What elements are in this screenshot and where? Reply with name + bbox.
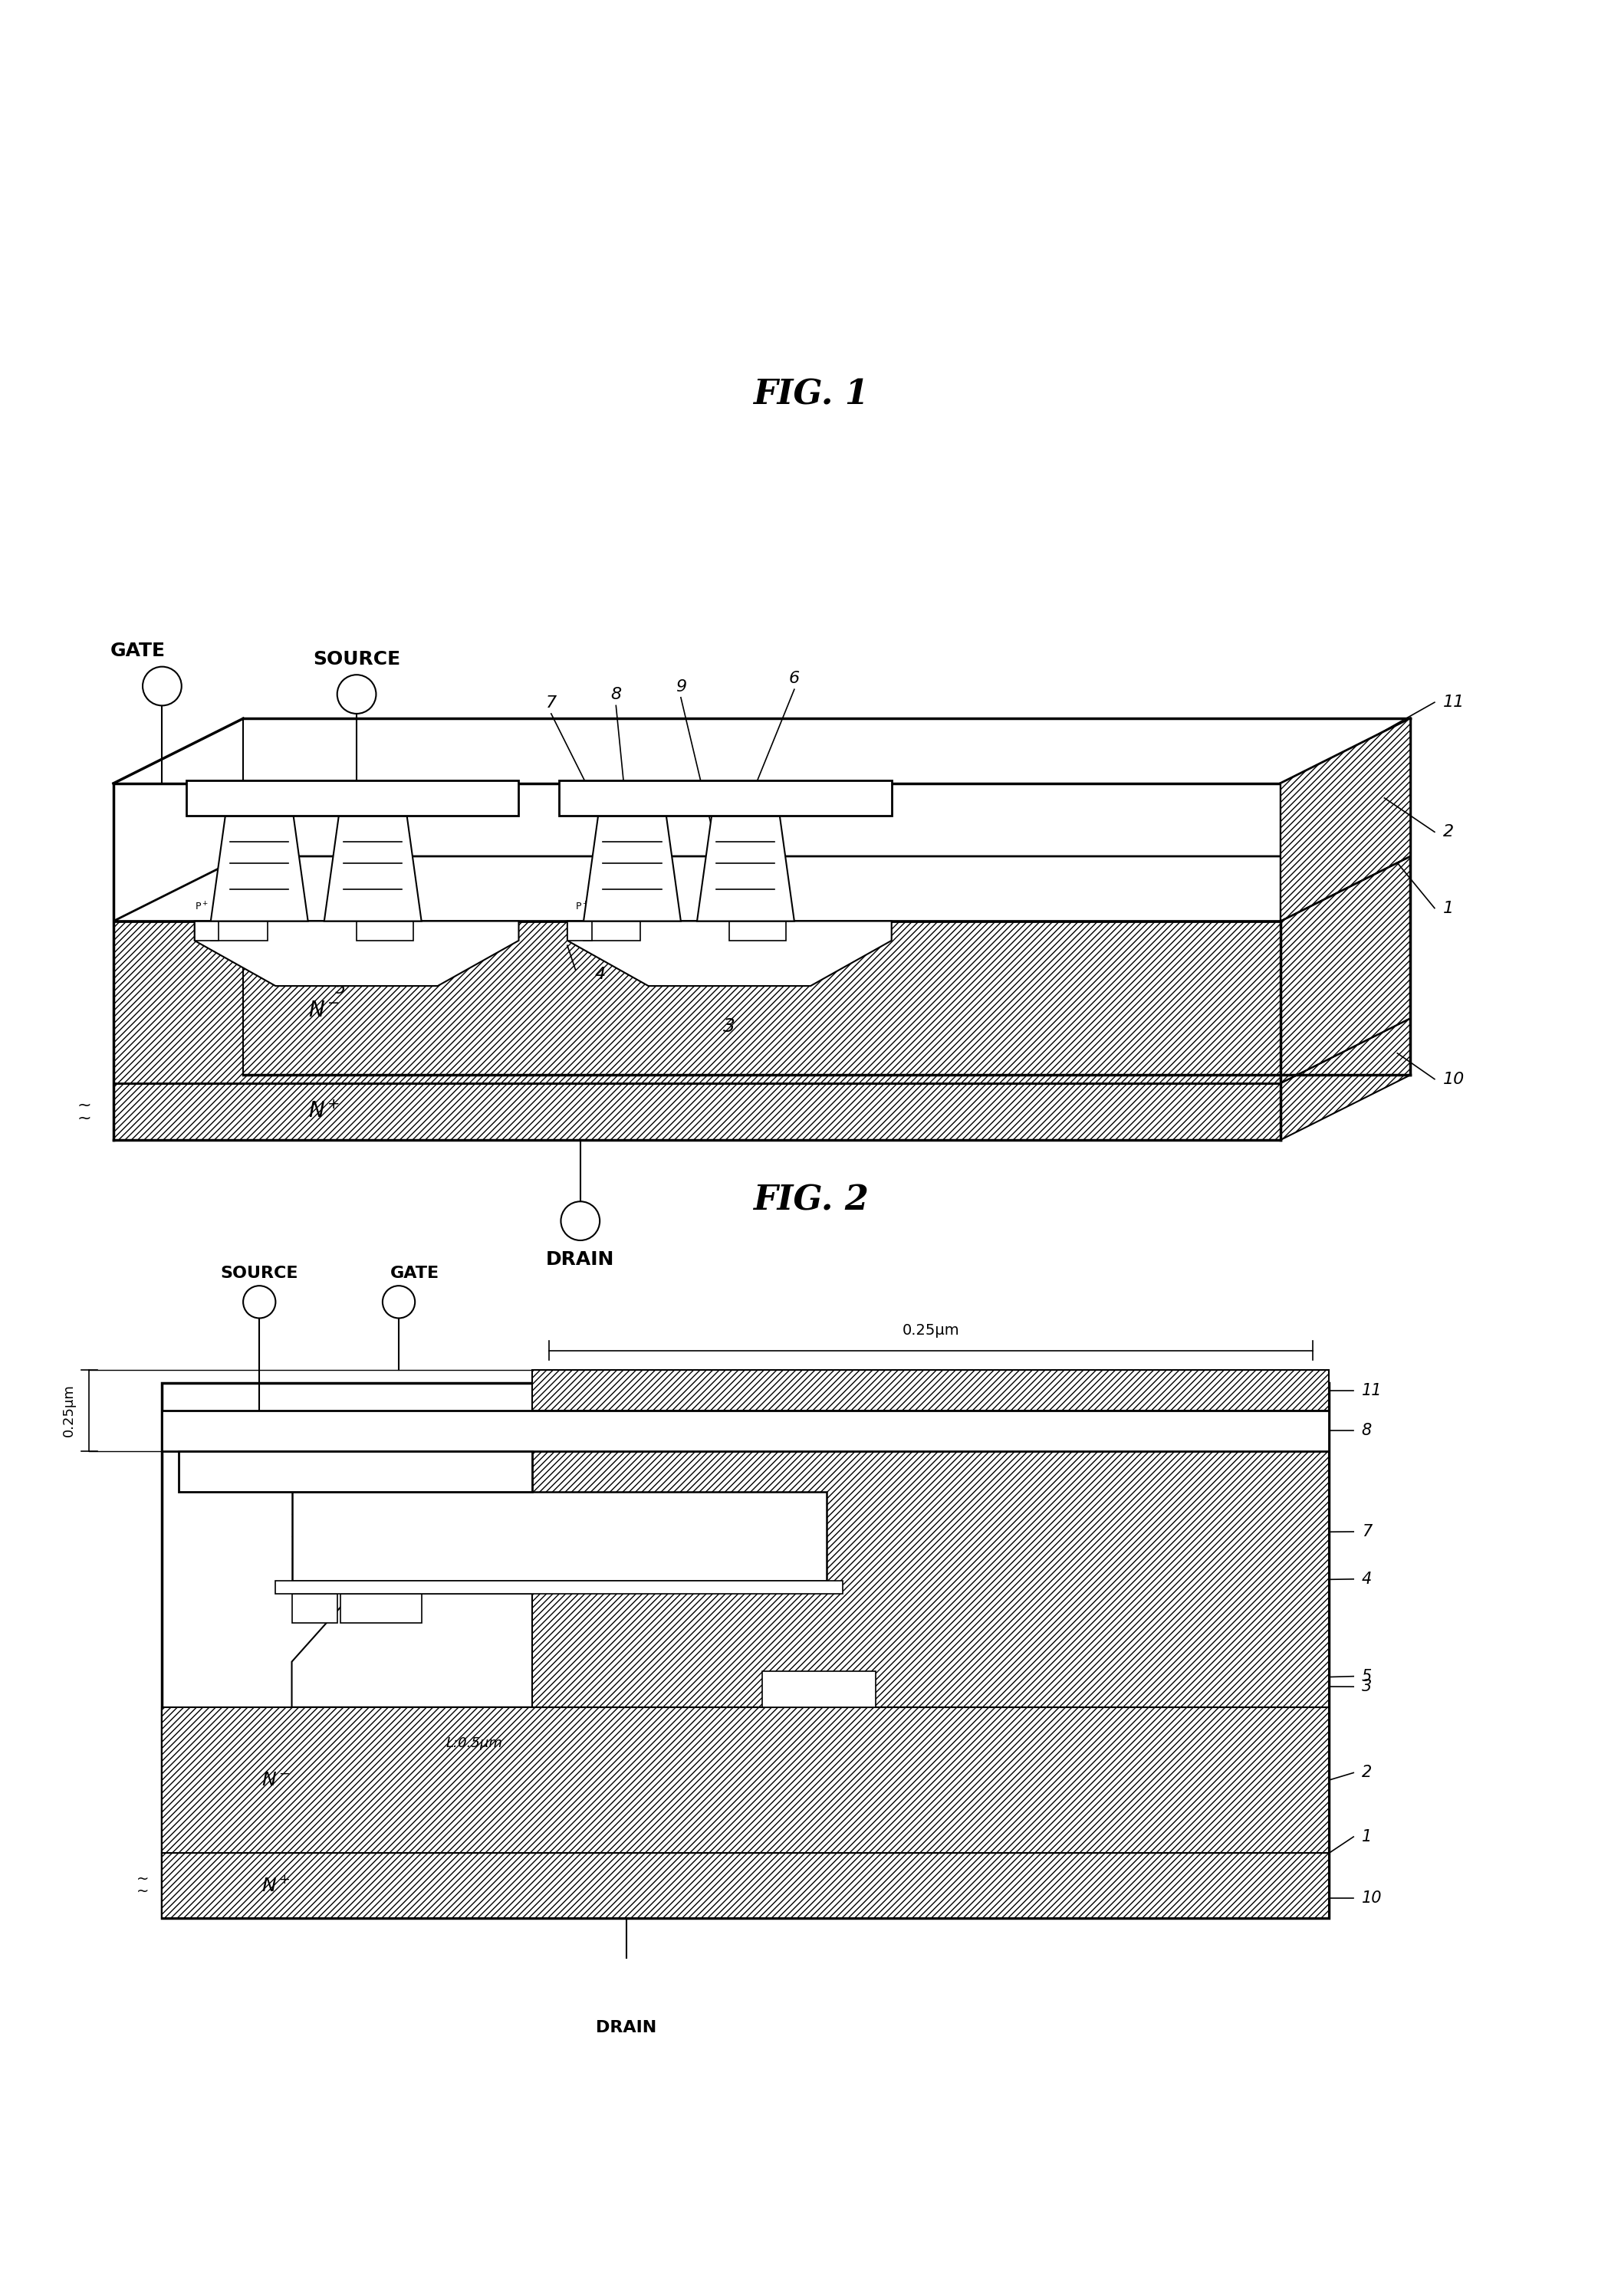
Text: FIG. 1: FIG. 1	[752, 379, 869, 411]
Text: GATE: GATE	[391, 1265, 439, 1281]
Text: 7: 7	[546, 696, 556, 709]
Bar	[292, 1492, 827, 1580]
Text: 3: 3	[723, 1017, 736, 1035]
Bar	[340, 1593, 421, 1623]
Bar	[292, 1593, 337, 1623]
Circle shape	[383, 1286, 415, 1318]
Bar	[162, 1708, 1329, 1853]
Text: A': A'	[295, 902, 305, 914]
Text: 10: 10	[1443, 1072, 1464, 1086]
Text: N$^+$: N$^+$	[308, 1100, 340, 1123]
Text: P: P	[243, 953, 253, 967]
Text: 5: 5	[336, 980, 345, 996]
Text: 8: 8	[611, 687, 621, 703]
Bar	[567, 921, 592, 941]
Circle shape	[243, 1286, 276, 1318]
Text: A: A	[227, 902, 233, 914]
Text: DRAIN: DRAIN	[597, 2020, 657, 2034]
Text: 10: 10	[1362, 1890, 1383, 1906]
Polygon shape	[567, 921, 892, 985]
Bar	[762, 1671, 875, 1708]
Polygon shape	[324, 815, 421, 921]
Bar	[211, 921, 267, 941]
Text: 0.25μm: 0.25μm	[62, 1384, 76, 1437]
Bar	[559, 781, 892, 815]
Text: P: P	[449, 1637, 459, 1653]
Polygon shape	[697, 815, 794, 921]
Text: N$^+$: N$^+$	[373, 1603, 389, 1614]
Bar	[276, 1580, 843, 1593]
Text: N$^-$: N$^-$	[308, 999, 340, 1022]
Text: ~
~: ~ ~	[136, 1871, 149, 1899]
Text: 11: 11	[1362, 1382, 1383, 1398]
Bar	[178, 1451, 532, 1492]
Bar	[162, 1853, 1329, 1917]
Polygon shape	[292, 1593, 697, 1708]
Circle shape	[143, 666, 182, 705]
Text: DRAIN: DRAIN	[546, 1249, 614, 1267]
Text: 11: 11	[1443, 696, 1464, 709]
Circle shape	[561, 1201, 600, 1240]
Text: 4: 4	[595, 967, 605, 983]
Text: 0.1μm: 0.1μm	[391, 1678, 436, 1692]
Bar	[729, 921, 786, 941]
Text: 9: 9	[676, 680, 686, 693]
Text: L:0.5μm: L:0.5μm	[446, 1736, 503, 1750]
Polygon shape	[584, 815, 681, 921]
Bar	[186, 781, 519, 815]
Polygon shape	[1281, 1019, 1410, 1139]
Text: SOURCE: SOURCE	[313, 650, 400, 668]
Text: 5: 5	[1362, 1669, 1371, 1683]
Text: P$^+$: P$^+$	[575, 902, 588, 914]
Polygon shape	[1281, 856, 1410, 1084]
Polygon shape	[113, 1084, 1281, 1139]
Text: N$^+$: N$^+$	[648, 902, 665, 914]
Polygon shape	[113, 921, 1281, 1084]
Bar	[1005, 859, 1281, 921]
Polygon shape	[113, 1019, 1410, 1084]
Text: 0.25μm: 0.25μm	[903, 1322, 960, 1339]
Text: 9: 9	[420, 1456, 431, 1472]
Text: ~
~: ~ ~	[78, 1097, 91, 1125]
Circle shape	[609, 1984, 642, 2016]
Text: 3: 3	[1362, 1678, 1371, 1694]
Polygon shape	[1281, 719, 1410, 921]
Text: FIG. 2: FIG. 2	[752, 1185, 869, 1217]
Text: 2: 2	[1362, 1766, 1371, 1779]
Text: 2: 2	[1443, 824, 1454, 840]
Text: 1: 1	[1362, 1830, 1371, 1844]
Text: 7: 7	[1362, 1525, 1371, 1538]
Text: 6: 6	[590, 1637, 601, 1653]
Bar	[195, 921, 219, 941]
Polygon shape	[113, 856, 1410, 921]
Text: N$^+$: N$^+$	[340, 902, 357, 914]
Text: N$^+$: N$^+$	[261, 1876, 290, 1894]
Bar	[584, 921, 640, 941]
Text: N$^-$: N$^-$	[261, 1770, 290, 1789]
Bar	[357, 921, 413, 941]
Text: 8: 8	[1362, 1424, 1371, 1440]
Bar	[162, 1410, 1329, 1451]
Polygon shape	[211, 815, 308, 921]
Bar	[162, 1382, 1329, 1917]
Text: 6: 6	[789, 670, 799, 687]
Bar	[532, 1371, 1329, 1410]
Polygon shape	[195, 921, 519, 985]
Circle shape	[337, 675, 376, 714]
Bar	[532, 1442, 1329, 1708]
Text: SOURCE: SOURCE	[220, 1265, 298, 1281]
Text: P: P	[616, 953, 626, 967]
Text: P$^+$: P$^+$	[308, 1603, 321, 1614]
Text: P$^+$: P$^+$	[195, 902, 207, 914]
Text: 1: 1	[1443, 900, 1454, 916]
Text: GATE: GATE	[110, 643, 165, 661]
Text: 4: 4	[1362, 1570, 1371, 1587]
